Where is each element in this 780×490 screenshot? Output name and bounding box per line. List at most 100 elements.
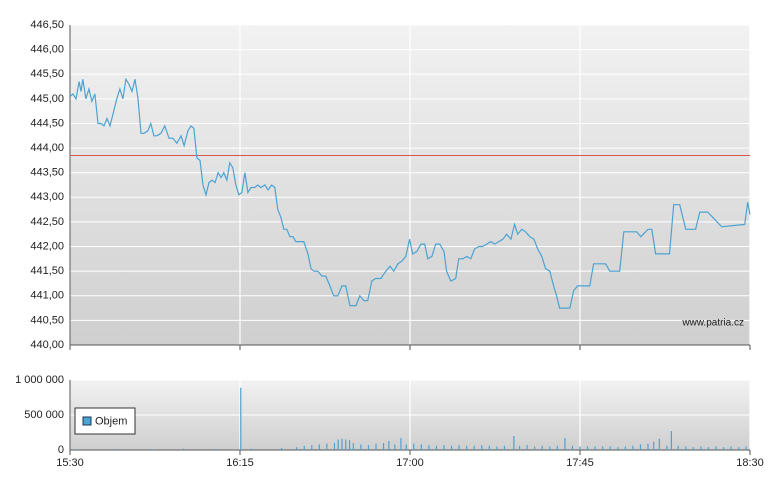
volume-bar [473,445,475,450]
volume-bar [579,446,581,450]
x-tick-label: 17:00 [396,457,424,469]
volume-bar [639,444,642,450]
volume-bar [114,448,116,450]
volume-bar [337,439,339,450]
volume-bar [420,444,422,450]
volume-bar [348,440,351,450]
watermark: www.patria.cz [681,318,744,329]
volume-bar [405,444,407,450]
volume-bar [311,445,313,450]
y-tick-label: 445,00 [30,93,64,105]
volume-bar [564,438,566,450]
volume-bar [318,444,320,450]
y-tick-label: 444,00 [30,142,64,154]
volume-bar [400,438,402,450]
volume-bar [503,445,506,450]
legend-label: Objem [95,415,127,427]
volume-bar [609,446,611,450]
volume-bar [677,445,679,450]
volume-bar [594,446,596,450]
volume-bar [303,445,305,450]
volume-bar [496,446,498,450]
volume-bar [513,436,515,450]
volume-bar [722,447,725,450]
volume-bar [738,447,740,450]
volume-bar [76,449,79,450]
volume-bar [152,449,154,450]
volume-bar [658,438,660,450]
volume-bar [428,445,430,450]
volume-bar [541,445,543,450]
y-tick-label: 0 [58,444,64,456]
price-line [69,77,751,309]
volume-bar [518,445,521,450]
volume-bar [458,445,460,450]
y-tick-label: 444,50 [30,117,64,129]
volume-bar [182,448,184,450]
volume-bar [326,443,328,450]
volume-bar [367,445,370,450]
volume-bar [375,443,377,450]
volume-bar [394,444,396,450]
volume-bar [685,446,687,450]
volume-bar [707,447,710,450]
volume-bar [250,448,252,450]
volume-bar [443,445,445,450]
volume-bar [647,443,649,450]
volume-bar [352,443,354,450]
volume-bar [481,445,483,450]
volume-bar [617,447,619,450]
volume-bar [388,440,390,450]
volume-bar [549,446,551,450]
volume-bar [556,445,558,450]
y-tick-label: 441,00 [30,290,64,302]
volume-bar [692,447,694,450]
y-tick-label: 500 000 [24,409,64,421]
volume-bar [435,445,438,450]
volume-bar [450,445,453,450]
volume-bar [488,445,490,450]
volume-bar [730,446,732,450]
volume-bar [382,443,385,450]
volume-bar [745,446,747,450]
volume-bar [413,443,415,450]
volume-bar [602,446,604,450]
volume-bar [280,447,283,450]
y-tick-label: 446,50 [30,19,64,31]
volume-bar [526,445,528,450]
volume-bar [571,445,574,450]
volume-bar [632,445,634,450]
y-tick-label: 446,00 [30,44,64,56]
volume-bar [341,438,343,450]
y-tick-label: 443,50 [30,167,64,179]
volume-bar [666,445,668,450]
volume-bar [670,431,673,450]
y-tick-label: 443,00 [30,191,64,203]
volume-bar [296,447,298,450]
y-tick-label: 441,50 [30,265,64,277]
y-tick-label: 440,00 [30,339,64,351]
volume-bar [624,446,626,450]
x-tick-label: 15:30 [56,457,84,469]
x-tick-label: 18:30 [736,457,764,469]
y-tick-label: 440,50 [30,314,64,326]
x-tick-label: 17:45 [566,457,594,469]
volume-bar [534,446,536,450]
volume-bar [653,441,655,450]
volume-bar [240,387,242,450]
volume-bar [333,443,336,450]
volume-bar [700,446,702,450]
y-tick-label: 442,00 [30,240,64,252]
x-tick-label: 16:15 [226,457,254,469]
y-tick-label: 445,50 [30,68,64,80]
volume-bar [360,444,362,450]
volume-bar [466,445,468,450]
volume-bar [586,446,589,450]
legend-swatch [82,416,92,426]
y-tick-label: 1 000 000 [15,374,64,386]
y-tick-label: 442,50 [30,216,64,228]
volume-bar [715,446,717,450]
volume-bar [345,439,347,450]
volume-bar [212,448,215,450]
